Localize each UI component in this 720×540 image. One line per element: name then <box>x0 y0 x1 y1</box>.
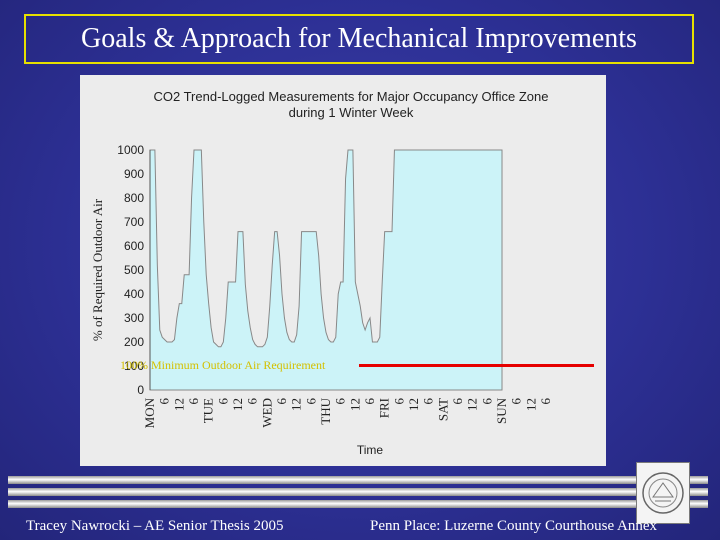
x-tick-label: 12 <box>523 398 538 411</box>
footer-bars <box>8 470 708 520</box>
footer-author: Tracey Nawrocki – AE Senior Thesis 2005 <box>26 518 284 534</box>
x-tick-label: 12 <box>230 398 245 411</box>
footer-project: Penn Place: Luzerne County Courthouse An… <box>370 518 658 534</box>
x-tick-label: THU <box>318 397 333 424</box>
footer-bar <box>8 488 708 496</box>
slide-title: Goals & Approach for Mechanical Improvem… <box>24 14 694 64</box>
y-tick-label: 0 <box>137 383 144 397</box>
x-tick-label: 12 <box>347 398 362 411</box>
x-tick-label: 6 <box>538 398 553 405</box>
y-tick-label: 200 <box>124 335 144 349</box>
x-tick-label: FRI <box>377 398 392 418</box>
x-tick-label: 6 <box>186 398 201 405</box>
y-tick-label: 100 <box>124 359 144 373</box>
x-tick-label: SUN <box>494 397 509 424</box>
x-tick-label: MON <box>142 397 157 428</box>
chart-panel: CO2 Trend-Logged Measurements for Major … <box>80 75 606 466</box>
x-tick-label: 6 <box>303 398 318 405</box>
x-tick-label: 6 <box>362 398 377 405</box>
x-tick-label: 12 <box>465 398 480 411</box>
y-tick-label: 400 <box>124 287 144 301</box>
footer-bar <box>8 476 708 484</box>
area-series-0 <box>149 149 503 391</box>
co2-area-chart: CO2 Trend-Logged Measurements for Major … <box>90 89 553 457</box>
x-tick-label: 12 <box>289 398 304 411</box>
x-tick-label: 6 <box>215 398 230 405</box>
chart-subtitle: during 1 Winter Week <box>289 105 414 120</box>
y-axis-label: % of Required Outdoor Air <box>90 198 105 341</box>
x-tick-label: 6 <box>274 398 289 405</box>
chart-title: CO2 Trend-Logged Measurements for Major … <box>153 89 548 104</box>
x-tick-label: TUE <box>201 398 216 423</box>
courthouse-seal-logo <box>636 462 690 524</box>
y-tick-label: 700 <box>124 215 144 229</box>
requirement-line <box>359 364 594 367</box>
x-tick-label: 6 <box>450 398 465 405</box>
x-tick-label: 6 <box>333 398 348 405</box>
y-tick-label: 600 <box>124 239 144 253</box>
x-tick-label: WED <box>259 398 274 428</box>
y-tick-label: 1000 <box>117 143 144 157</box>
y-tick-label: 300 <box>124 311 144 325</box>
x-tick-label: 12 <box>171 398 186 411</box>
requirement-label: 100% Minimum Outdoor Air Requirement <box>120 358 326 372</box>
x-tick-label: SAT <box>435 398 450 421</box>
footer-bar <box>8 500 708 508</box>
x-tick-label: 6 <box>391 398 406 405</box>
x-tick-label: 6 <box>157 398 172 405</box>
y-tick-label: 800 <box>124 191 144 205</box>
x-tick-label: 6 <box>479 398 494 405</box>
x-tick-label: 6 <box>245 398 260 405</box>
x-tick-label: 6 <box>509 398 524 405</box>
x-axis-label: Time <box>357 443 384 457</box>
x-tick-label: 12 <box>406 398 421 411</box>
y-tick-label: 500 <box>124 263 144 277</box>
seal-icon <box>642 472 684 514</box>
x-tick-label: 6 <box>421 398 436 405</box>
y-tick-label: 900 <box>124 167 144 181</box>
